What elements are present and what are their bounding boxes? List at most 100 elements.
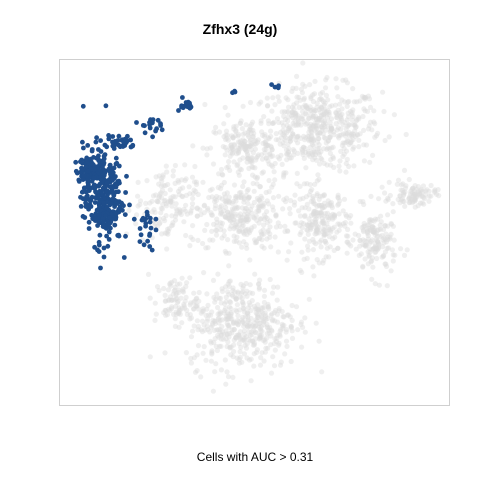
background-cell-point [199, 308, 205, 315]
background-cell-point [170, 291, 176, 297]
background-cell-point [285, 126, 291, 132]
background-cell-point [209, 212, 216, 218]
background-cell-point [248, 141, 254, 147]
background-cell-point [196, 298, 202, 304]
background-cell-point [366, 254, 372, 260]
background-cell-point [313, 241, 319, 247]
background-cell-point [291, 202, 297, 208]
background-cell-point [315, 132, 321, 138]
highlighted-cell-point [84, 164, 89, 170]
highlighted-cell-point [88, 204, 94, 209]
background-cell-point [191, 179, 198, 185]
background-cell-point [411, 191, 417, 197]
background-cell-point [245, 311, 251, 317]
background-cell-point [336, 201, 342, 207]
background-cell-point [224, 331, 230, 337]
highlighted-cells-layer [73, 82, 281, 271]
background-cell-point [255, 314, 261, 320]
background-cell-point [394, 181, 400, 187]
background-cell-point [239, 192, 245, 198]
background-cell-point [287, 314, 293, 320]
background-cell-point [250, 323, 256, 329]
highlighted-cell-point [140, 123, 146, 128]
background-cell-point [382, 236, 388, 242]
background-cell-point [426, 193, 432, 199]
background-cell-point [380, 253, 386, 259]
background-cell-point [304, 201, 310, 207]
background-cell-point [262, 312, 269, 318]
background-cell-point [242, 217, 248, 223]
highlighted-cell-point [91, 175, 97, 181]
background-cell-point [269, 120, 275, 126]
background-cell-point [306, 206, 312, 212]
background-cell-point [329, 126, 335, 132]
background-cell-point [188, 208, 194, 214]
background-cell-point [379, 232, 385, 239]
background-cell-point [360, 242, 366, 248]
background-cell-point [303, 111, 309, 117]
background-cell-point [268, 162, 275, 168]
background-cell-point [305, 227, 311, 233]
background-cell-point [307, 153, 313, 159]
background-cell-point [225, 212, 231, 218]
background-cell-point [382, 249, 388, 255]
background-cell-point [202, 227, 208, 233]
background-cell-point [164, 312, 170, 318]
background-cell-point [345, 99, 351, 105]
background-cell-point [330, 216, 336, 222]
background-cell-point [412, 195, 418, 201]
background-cell-point [254, 347, 260, 353]
background-cell-point [338, 132, 344, 138]
background-cell-point [410, 193, 416, 199]
background-cell-point [162, 197, 168, 204]
background-cell-point [222, 152, 228, 158]
background-cell-point [374, 245, 380, 251]
background-cell-point [270, 181, 276, 187]
background-cell-point [284, 129, 290, 136]
background-cell-point [255, 281, 262, 287]
background-cell-point [348, 213, 354, 219]
background-cell-point [295, 121, 301, 127]
background-cell-point [233, 296, 239, 302]
background-cell-point [297, 231, 303, 238]
background-cell-point [406, 196, 412, 202]
background-cell-point [330, 155, 336, 161]
background-cell-point [335, 94, 341, 100]
background-cell-point [233, 334, 239, 340]
background-cell-point [345, 123, 351, 129]
background-cell-point [239, 244, 245, 250]
background-cell-point [325, 115, 331, 121]
background-cell-point [247, 123, 253, 129]
background-cell-point [244, 293, 250, 299]
background-cell-point [189, 205, 195, 211]
background-cell-point [321, 257, 327, 263]
background-cell-point [236, 341, 242, 347]
background-cell-point [257, 333, 263, 339]
background-cell-point [165, 226, 171, 232]
background-cell-point [327, 104, 333, 110]
background-cell-point [162, 298, 168, 304]
background-cell-point [327, 227, 333, 233]
background-cell-point [303, 165, 309, 171]
background-cell-point [169, 279, 175, 285]
background-cell-point [362, 256, 368, 262]
background-cell-point [246, 230, 253, 236]
background-cell-point [190, 195, 196, 202]
background-cell-point [374, 233, 380, 239]
background-cell-point [402, 189, 408, 195]
background-cell-point [217, 207, 223, 213]
background-cell-point [354, 99, 360, 105]
background-cell-point [317, 161, 323, 167]
background-cell-point [323, 254, 329, 260]
background-cell-point [286, 249, 292, 255]
background-cell-point [285, 149, 291, 156]
background-cell-point [267, 276, 273, 283]
background-cell-point [270, 95, 276, 101]
highlighted-cell-point [153, 216, 159, 222]
background-cell-point [305, 247, 311, 253]
background-cell-point [226, 200, 232, 206]
background-cell-point [281, 133, 287, 139]
background-cell-point [245, 323, 251, 330]
background-cell-point [160, 174, 166, 180]
background-cell-point [341, 145, 347, 152]
